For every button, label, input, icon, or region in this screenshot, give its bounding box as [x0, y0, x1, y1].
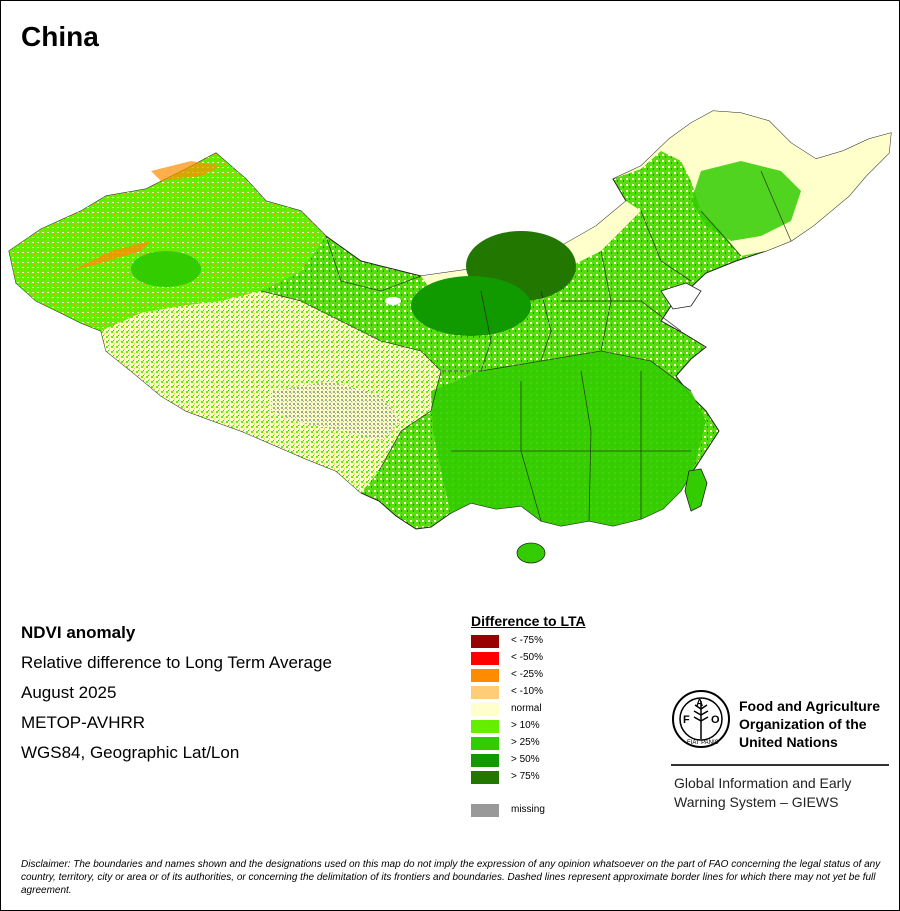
- legend-label: < -10%: [511, 686, 543, 697]
- legend-swatch: [471, 754, 499, 767]
- legend-item: normal: [471, 701, 586, 718]
- info-date: August 2025: [21, 683, 117, 702]
- legend-swatch: [471, 737, 499, 750]
- legend-item: > 75%: [471, 769, 586, 786]
- legend-label: < -75%: [511, 635, 543, 646]
- disclaimer: Disclaimer: The boundaries and names sho…: [21, 859, 881, 896]
- province-borders: [260, 170, 792, 522]
- taiwan-island: [684, 468, 708, 512]
- legend-label: normal: [511, 703, 542, 714]
- loess-green-zone: [411, 276, 531, 336]
- giews-line1: Global Information and Early: [674, 775, 852, 791]
- hainan-island: [516, 542, 546, 564]
- legend-swatch: [471, 652, 499, 665]
- legend-item: < -50%: [471, 650, 586, 667]
- legend-item: > 10%: [471, 718, 586, 735]
- legend-label: > 10%: [511, 720, 540, 731]
- fao-logo-letter-a: A: [696, 698, 703, 709]
- altai-orange-streak: [151, 161, 221, 181]
- ndvi-anomaly-map: [8, 110, 892, 564]
- legend-item: < -25%: [471, 667, 586, 684]
- info-projection: WGS84, Geographic Lat/Lon: [21, 743, 240, 762]
- legend-title: Difference to LTA: [471, 613, 586, 629]
- fao-logo-motto: FIAT PANIS: [687, 740, 719, 746]
- info-sensor: METOP-AVHRR: [21, 713, 146, 732]
- legend-swatch: [471, 771, 499, 784]
- tarim-green-zone: [131, 251, 201, 287]
- giews-line2: Warning System – GIEWS: [674, 794, 839, 810]
- giews-name: Global Information and Early Warning Sys…: [674, 774, 851, 812]
- fao-org-line2: Organization of the: [739, 716, 867, 732]
- legend-label: < -50%: [511, 652, 543, 663]
- legend-label: > 75%: [511, 771, 540, 782]
- fao-org-name: Food and Agriculture Organization of the…: [739, 697, 880, 751]
- legend-item: < -75%: [471, 633, 586, 650]
- tianshan-orange-streak: [71, 241, 151, 271]
- legend-swatch: [471, 720, 499, 733]
- himalaya-missing-zone: [271, 381, 401, 441]
- south-china-green-zone: [431, 351, 706, 526]
- legend-swatch: [471, 635, 499, 648]
- legend-label: < -25%: [511, 669, 543, 680]
- fao-org-line1: Food and Agriculture: [739, 698, 881, 714]
- legend-item: > 50%: [471, 752, 586, 769]
- legend: Difference to LTA < -75% < -50% < -25% < -1…: [471, 613, 586, 819]
- legend-label-missing: missing: [511, 804, 545, 815]
- qinghai-lake: [385, 297, 401, 305]
- legend-label: > 25%: [511, 737, 540, 748]
- info-subtitle: Relative difference to Long Term Average: [21, 653, 332, 672]
- northeast-green-zone: [691, 161, 801, 241]
- legend-item: < -10%: [471, 684, 586, 701]
- xinjiang-zone: [9, 153, 326, 331]
- map-title: China: [21, 21, 99, 52]
- fao-logo-letter-f: F: [683, 714, 690, 726]
- legend-rows: < -75% < -50% < -25% < -10% normal > 10% > 25%…: [471, 633, 586, 786]
- fao-logo-letter-o: O: [711, 714, 720, 726]
- legend-item: > 25%: [471, 735, 586, 752]
- legend-swatch-missing: [471, 804, 499, 817]
- fao-emblem-icon: F A O FIAT PANIS: [672, 690, 730, 748]
- legend-label: > 50%: [511, 754, 540, 765]
- legend-item-missing: missing: [471, 802, 586, 819]
- fao-divider: [671, 764, 889, 766]
- legend-swatch: [471, 669, 499, 682]
- bohai-sea: [660, 282, 702, 310]
- fao-org-line3: United Nations: [739, 734, 838, 750]
- map-info-block: NDVI anomaly Relative difference to Long…: [21, 618, 332, 768]
- legend-swatch: [471, 703, 499, 716]
- legend-swatch: [471, 686, 499, 699]
- info-heading: NDVI anomaly: [21, 623, 136, 642]
